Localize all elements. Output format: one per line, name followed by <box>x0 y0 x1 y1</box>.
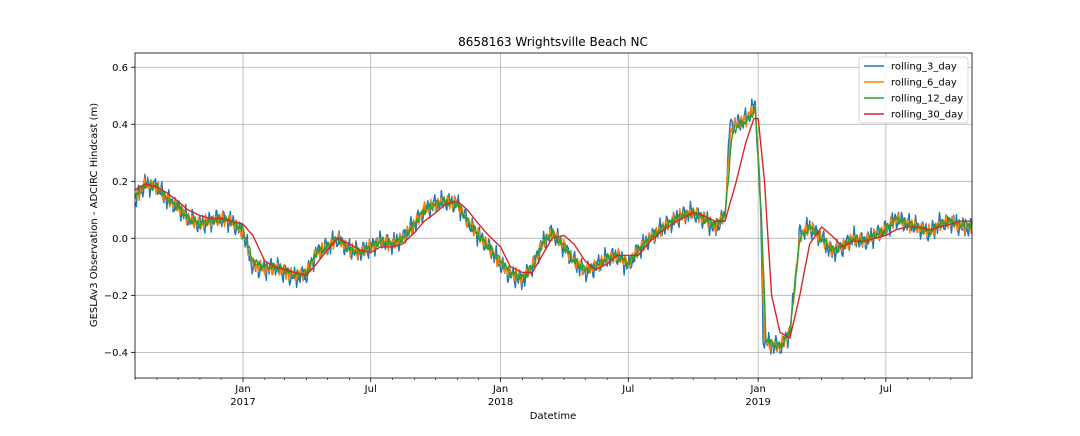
axes-layer: −0.4 −0.2 0.0 0.2 0.4 0.6 Jan 2017 Jul Jan 2018 Jul… <box>104 52 973 408</box>
legend-label-rolling-12-day: rolling_12_day <box>891 94 963 105</box>
x-tick-label: Jul <box>621 384 634 395</box>
y-axis-label: GESLAv3 Observation - ADCIRC Hindcast (m… <box>89 103 100 327</box>
x-tick-label: Jan <box>234 384 250 395</box>
plot-frame <box>134 52 973 379</box>
legend-box <box>858 56 969 124</box>
series-line-rolling-12-day <box>134 106 973 350</box>
y-tick-label: 0.6 <box>112 63 128 74</box>
x-tick-year-label: 2019 <box>745 397 770 408</box>
x-tick-label: Jul <box>364 384 377 395</box>
x-tick-year-label: 2018 <box>488 397 513 408</box>
legend: rolling_3_day rolling_6_day rolling_12_day… <box>858 56 969 124</box>
y-tick-label: 0.2 <box>112 177 128 188</box>
y-tick-label: −0.2 <box>104 291 128 302</box>
legend-label-rolling-30-day: rolling_30_day <box>891 110 963 121</box>
x-axis-label: Datetime <box>530 411 577 422</box>
y-tick-label: 0.0 <box>112 234 128 245</box>
legend-label-rolling-6-day: rolling_6_day <box>891 78 957 89</box>
chart-title: 8658163 Wrightsville Beach NC <box>458 35 648 49</box>
series-layer <box>134 98 973 355</box>
series-line-rolling-30-day <box>134 117 972 339</box>
x-tick-label: Jan <box>749 384 765 395</box>
y-tick-label: −0.4 <box>104 348 128 359</box>
x-tick-label: Jul <box>879 384 892 395</box>
series-line-rolling-6-day <box>134 104 973 353</box>
legend-label-rolling-3-day: rolling_3_day <box>891 62 957 73</box>
y-tick-label: 0.4 <box>112 120 128 131</box>
grid-layer <box>135 53 972 378</box>
x-tick-label: Jan <box>492 384 508 395</box>
x-tick-year-label: 2017 <box>230 397 255 408</box>
series-line-rolling-3-day <box>134 98 973 355</box>
